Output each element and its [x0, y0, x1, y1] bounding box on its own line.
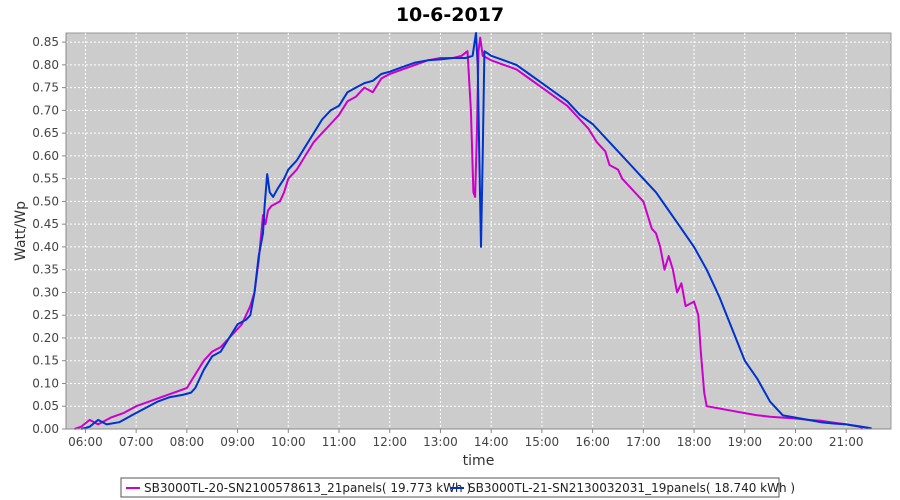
- legend-label-series-2: SB3000TL-21-SN2130032031_19panels( 18.74…: [468, 481, 795, 495]
- x-tick-label: 13:00: [423, 435, 458, 449]
- x-tick-label: 21:00: [829, 435, 864, 449]
- x-tick-label: 10:00: [271, 435, 306, 449]
- y-tick-label: 0.00: [32, 422, 59, 436]
- y-tick-label: 0.25: [32, 308, 59, 322]
- y-tick-label: 0.15: [32, 354, 59, 368]
- y-tick-label: 0.85: [32, 35, 59, 49]
- y-tick-label: 0.50: [32, 194, 59, 208]
- y-tick-label: 0.60: [32, 149, 59, 163]
- x-tick-label: 06:00: [68, 435, 103, 449]
- y-tick-label: 0.20: [32, 331, 59, 345]
- x-tick-label: 20:00: [778, 435, 813, 449]
- x-tick-label: 14:00: [474, 435, 509, 449]
- y-tick-label: 0.10: [32, 376, 59, 390]
- grid-lines: [66, 33, 891, 430]
- x-axis: 06:00 07:00 08:00 09:00 10:00 11:00 12:00 13:00…: [66, 428, 891, 449]
- x-tick-label: 17:00: [626, 435, 661, 449]
- series-lines: [74, 32, 872, 430]
- series-line-1: [74, 36, 864, 430]
- x-tick-label: 18:00: [677, 435, 712, 449]
- y-tick-label: 0.55: [32, 172, 59, 186]
- y-tick-label: 0.75: [32, 81, 59, 95]
- series-line-2: [80, 32, 872, 430]
- x-tick-label: 12:00: [372, 435, 407, 449]
- y-tick-label: 0.05: [32, 399, 59, 413]
- y-axis-label: Watt/Wp: [13, 201, 29, 261]
- x-tick-label: 11:00: [322, 435, 357, 449]
- x-tick-label: 07:00: [119, 435, 154, 449]
- legend-label-series-1: SB3000TL-20-SN2100578613_21panels( 19.77…: [144, 481, 471, 495]
- y-tick-label: 0.65: [32, 126, 59, 140]
- chart-title: 10-6-2017: [396, 4, 504, 26]
- x-tick-label: 19:00: [727, 435, 762, 449]
- x-axis-label: time: [463, 453, 495, 469]
- y-tick-label: 0.40: [32, 240, 59, 254]
- y-axis: 0.00 0.05 0.10 0.15 0.20 0.25 0.30 0.35 0.40 0.45…: [32, 33, 67, 436]
- y-tick-label: 0.35: [32, 263, 59, 277]
- y-tick-label: 0.70: [32, 103, 59, 117]
- x-tick-label: 15:00: [525, 435, 560, 449]
- x-tick-label: 09:00: [220, 435, 255, 449]
- x-tick-label: 08:00: [170, 435, 205, 449]
- y-tick-label: 0.45: [32, 217, 59, 231]
- y-tick-label: 0.30: [32, 285, 59, 299]
- y-tick-label: 0.80: [32, 58, 59, 72]
- x-tick-label: 16:00: [575, 435, 610, 449]
- legend: SB3000TL-20-SN2100578613_21panels( 19.77…: [120, 477, 795, 498]
